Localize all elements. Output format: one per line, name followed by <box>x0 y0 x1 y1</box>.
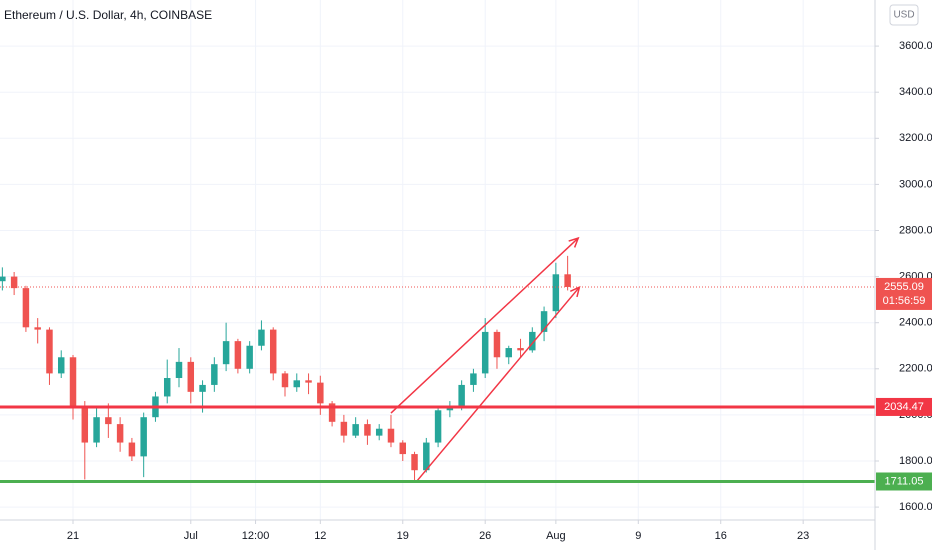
candle-body <box>69 357 77 408</box>
candle-body <box>317 382 324 404</box>
candle-body <box>458 384 465 406</box>
candle-body <box>175 361 183 379</box>
x-tick-label: 12 <box>314 530 326 542</box>
y-tick-label: 1600.00 <box>899 501 932 513</box>
level-label-box <box>876 397 932 416</box>
candle-body <box>281 373 289 388</box>
x-tick-label: Aug <box>546 530 566 542</box>
plot <box>0 236 875 483</box>
candle-body <box>163 378 171 397</box>
y-tick-label: 3000.00 <box>899 178 932 190</box>
currency-label[interactable]: USD <box>893 10 914 21</box>
candle-body <box>116 424 124 443</box>
candle-body <box>411 454 418 471</box>
candle-body <box>57 357 65 374</box>
candle-body <box>340 421 348 436</box>
candle-body <box>246 345 253 369</box>
candle-body <box>187 361 195 392</box>
x-tick-label: 26 <box>479 530 491 542</box>
candle-body <box>423 442 430 471</box>
candle-body <box>470 373 477 385</box>
last-price-label: 2555.09 <box>884 281 924 293</box>
candle-body <box>222 341 230 365</box>
candle-body <box>211 364 218 385</box>
x-tick-label: 21 <box>67 530 79 542</box>
candle-body <box>564 274 571 287</box>
y-tick-label: 3200.00 <box>899 132 932 144</box>
candle-body <box>540 311 548 332</box>
x-tick-label: 12:00 <box>242 530 270 542</box>
candle-body <box>140 417 147 457</box>
candle-body <box>105 417 112 425</box>
y-tick-label: 3600.00 <box>899 40 932 52</box>
candle-body <box>93 417 100 443</box>
candle-body <box>81 407 89 443</box>
candle-body <box>305 380 312 383</box>
candle-body <box>387 428 395 443</box>
currency-button[interactable] <box>889 4 919 26</box>
candle-body <box>0 276 6 282</box>
candle-body <box>258 329 265 346</box>
candle-body <box>529 331 536 351</box>
candle-body <box>399 442 406 455</box>
y-tick-label: 2400.00 <box>899 317 932 329</box>
candle-body <box>481 331 489 374</box>
chart-title: Ethereum / U.S. Dollar, 4h, COINBASE <box>4 8 212 22</box>
x-tick-label: 19 <box>397 530 409 542</box>
countdown-label: 01:56:59 <box>883 295 926 307</box>
trend-line <box>416 286 580 482</box>
candle-body <box>22 288 30 328</box>
candle-body <box>293 380 301 388</box>
last-price-box <box>876 277 932 310</box>
x-tick-label: 16 <box>715 530 727 542</box>
price-labels: 2034.47 1711.05 2555.09 01:56:59 <box>876 277 932 491</box>
candle-body <box>493 331 501 358</box>
candle-body <box>234 341 242 369</box>
candle-body <box>505 348 512 358</box>
candle-body <box>128 442 136 457</box>
candle-body <box>34 327 41 330</box>
y-tick-label: 2800.00 <box>899 224 932 236</box>
y-tick-label: 2200.00 <box>899 363 932 375</box>
candle-body <box>46 329 53 374</box>
candle-body <box>328 403 336 422</box>
candle-body <box>517 348 524 351</box>
level-label: 1711.05 <box>885 475 924 487</box>
arrow-head <box>568 236 580 248</box>
y-tick-label: 3400.00 <box>899 86 932 98</box>
candle-body <box>269 329 277 374</box>
axes: 1600.001800.002000.002200.002400.002600.… <box>67 40 932 542</box>
candle-body <box>375 428 383 436</box>
trend-line <box>390 237 579 414</box>
y-tick-label: 1800.00 <box>899 455 932 467</box>
candle-body <box>352 424 359 436</box>
candle-body <box>364 424 371 436</box>
level-label-box <box>876 472 932 491</box>
candle-body <box>199 384 206 392</box>
x-tick-label: 23 <box>797 530 809 542</box>
candle-body <box>434 410 442 443</box>
candle-body <box>552 274 560 312</box>
level-label: 2034.47 <box>884 401 924 413</box>
x-tick-label: 9 <box>635 530 641 542</box>
x-tick-label: Jul <box>184 530 198 542</box>
candle-body <box>10 276 18 289</box>
